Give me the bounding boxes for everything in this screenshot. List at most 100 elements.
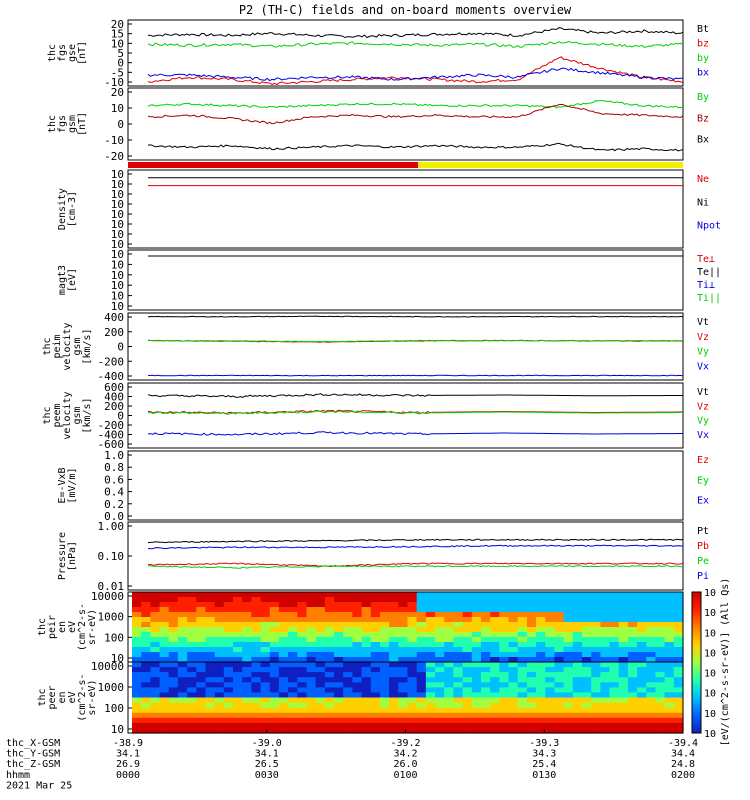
heatmap-cell — [444, 667, 454, 673]
heatmap-cell — [352, 717, 363, 724]
heatmap-cell — [444, 707, 454, 714]
heatmap-cell — [132, 727, 142, 734]
heatmap-cell — [646, 707, 657, 714]
heatmap-cell — [380, 657, 390, 663]
heatmap-cell — [664, 612, 675, 618]
heatmap-cell — [453, 707, 464, 714]
heatmap-cell — [462, 612, 473, 618]
heatmap-cell — [132, 722, 142, 729]
heatmap-cell — [334, 637, 344, 643]
heatmap-cell — [205, 697, 216, 704]
heatmap-cell — [343, 707, 353, 714]
ytick-label: 10 — [111, 37, 124, 50]
heatmap-cell — [508, 642, 519, 648]
heatmap-cell — [462, 602, 473, 608]
heatmap-cell — [334, 707, 344, 714]
heatmap-cell — [242, 597, 252, 603]
heatmap-cell — [627, 632, 638, 638]
heatmap-cell — [223, 592, 234, 598]
heatmap-cell — [526, 612, 537, 618]
heatmap-cell — [370, 702, 381, 709]
heatmap-cell — [141, 597, 151, 603]
heatmap-cell — [517, 607, 528, 613]
heatmap-cell — [343, 687, 353, 694]
heatmap-cell — [664, 602, 675, 608]
heatmap-cell — [132, 607, 142, 613]
heatmap-cell — [572, 597, 583, 603]
heatmap-cell — [655, 677, 666, 683]
heatmap-cell — [269, 672, 280, 678]
heatmap-cell — [251, 607, 262, 613]
heatmap-cell — [545, 642, 556, 648]
heatmap-cell — [242, 717, 252, 724]
heatmap-cell — [168, 682, 179, 688]
heatmap-cell — [618, 697, 629, 704]
heatmap-cell — [260, 657, 271, 663]
heatmap-cell — [627, 602, 638, 608]
heatmap-cell — [132, 617, 142, 623]
heatmap-cell — [664, 687, 675, 694]
heatmap-cell — [609, 602, 620, 608]
heatmap-cell — [618, 642, 629, 648]
heatmap-cell — [600, 712, 611, 719]
heatmap-cell — [508, 667, 519, 673]
heatmap-cell — [343, 602, 353, 608]
heatmap-cell — [380, 682, 390, 688]
heatmap-cell — [380, 687, 390, 694]
heatmap-cell — [159, 612, 170, 618]
panel-frame — [127, 382, 684, 449]
heatmap-cell — [582, 722, 592, 729]
heatmap-cell — [177, 622, 188, 628]
heatmap-cell — [627, 612, 638, 618]
heatmap-cell — [517, 642, 528, 648]
heatmap-cell — [646, 687, 657, 694]
heatmap-cell — [233, 672, 243, 678]
heatmap-cell — [444, 592, 454, 598]
heatmap-cell — [664, 702, 675, 709]
heatmap-cell — [554, 592, 565, 598]
heatmap-cell — [499, 677, 510, 683]
heatmap-cell — [233, 637, 243, 643]
heatmap-cell — [370, 607, 381, 613]
heatmap-cell — [618, 592, 629, 598]
heatmap-cell — [269, 652, 280, 658]
heatmap-cell — [655, 727, 666, 734]
heatmap-cell — [306, 707, 317, 714]
heatmap-cell — [425, 612, 436, 618]
heatmap-cell — [187, 632, 197, 638]
heatmap-cell — [462, 717, 473, 724]
heatmap-cell — [361, 667, 372, 673]
ylabel-text: peim — [52, 334, 63, 358]
heatmap-cell — [416, 617, 427, 623]
heatmap-cell — [499, 652, 510, 658]
heatmap-cell — [627, 637, 638, 643]
ytick-label: 10 — [111, 258, 124, 271]
heatmap-cell — [389, 692, 399, 699]
heatmap-cell — [233, 612, 243, 618]
heatmap-cell — [177, 707, 188, 714]
heatmap-cell — [664, 617, 675, 623]
heatmap-cell — [673, 672, 684, 678]
heatmap-cell — [159, 647, 170, 653]
heatmap-cell — [600, 667, 611, 673]
heatmap-cell — [582, 642, 592, 648]
heatmap-cell — [370, 647, 381, 653]
heatmap-cell — [435, 612, 445, 618]
heatmap-cell — [545, 717, 556, 724]
heatmap-cell — [407, 657, 418, 663]
heatmap-cell — [177, 692, 188, 699]
heatmap-cell — [168, 677, 179, 683]
heatmap-cell — [324, 652, 335, 658]
heatmap-cell — [315, 667, 326, 673]
heatmap-cell — [517, 672, 528, 678]
heatmap-cell — [214, 702, 225, 709]
heatmap-cell — [334, 627, 344, 633]
heatmap-cell — [223, 607, 234, 613]
heatmap-cell — [278, 677, 289, 683]
heatmap-cell — [223, 637, 234, 643]
heatmap-cell — [563, 642, 574, 648]
heatmap-cell — [655, 627, 666, 633]
legend-vt: Vt — [697, 387, 709, 398]
heatmap-cell — [177, 652, 188, 658]
heatmap-cell — [425, 682, 436, 688]
